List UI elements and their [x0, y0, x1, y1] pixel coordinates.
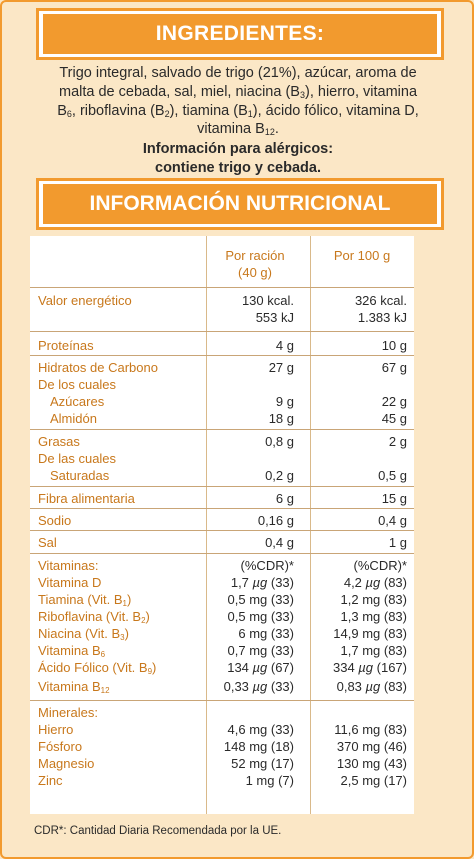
salt-100g: 1 g — [388, 535, 407, 550]
minerals-label: Minerales: — [38, 705, 98, 720]
sugars-portion: 9 g — [275, 394, 294, 409]
sodium-portion: 0,16 g — [257, 513, 294, 528]
saturated-100g: 0,5 g — [378, 468, 407, 483]
allergen-text: contiene trigo y cebada. — [155, 159, 321, 176]
protein-100g: 10 g — [381, 338, 407, 353]
row-divider — [30, 530, 414, 531]
vitamin-b12-100g: 0,83 µg (83) — [336, 679, 407, 694]
fat-portion: 0,8 g — [265, 434, 294, 449]
allergen-info: Información para alérgicos: contiene tri… — [28, 140, 448, 178]
fat-100g: 2 g — [388, 434, 407, 449]
carbs-label: Hidratos de Carbono — [38, 360, 158, 375]
energy-kcal-100g: 326 kcal. — [354, 293, 407, 308]
vitamin-d-label: Vitamina D — [38, 575, 102, 590]
row-divider — [30, 355, 414, 356]
magnesium-100g: 130 mg (43) — [336, 756, 407, 771]
row-divider — [30, 429, 414, 430]
riboflavin-portion: 0,5 mg (33) — [227, 609, 294, 624]
vitamin-b12-label: Vitamina B12 — [38, 679, 110, 695]
row-divider — [30, 486, 414, 487]
row-divider — [30, 287, 414, 288]
sodium-label: Sodio — [38, 513, 72, 528]
footnote: CDR*: Cantidad Diaria Recomendada por la… — [34, 825, 282, 837]
starch-label: Almidón — [50, 411, 97, 426]
saturated-portion: 0,2 g — [265, 468, 294, 483]
column-divider — [310, 236, 311, 814]
carbs-of-which-label: De los cuales — [38, 377, 117, 392]
energy-kj-portion: 553 kJ — [255, 310, 294, 325]
phosphorus-portion: 148 mg (18) — [223, 739, 294, 754]
row-divider — [30, 508, 414, 509]
protein-label: Proteínas — [38, 338, 94, 353]
energy-kcal-portion: 130 kcal. — [241, 293, 294, 308]
ingredients-text: Trigo integral, salvado de trigo (21%), … — [57, 65, 419, 138]
row-divider — [30, 553, 414, 554]
allergen-title: Información para alérgicos: — [142, 141, 334, 157]
thiamine-100g: 1,2 mg (83) — [340, 592, 407, 607]
ingredients-title: INGREDIENTES: — [43, 14, 437, 54]
zinc-portion: 1 mg (7) — [245, 773, 294, 788]
sugars-label: Azúcares — [50, 394, 105, 409]
niacin-portion: 6 mg (33) — [238, 626, 294, 641]
cdr-header-portion: (%CDR)* — [240, 558, 294, 573]
column-divider — [206, 236, 207, 814]
vitamin-b12-portion: 0,33 µg (33) — [223, 679, 294, 694]
sugars-100g: 22 g — [381, 394, 407, 409]
fat-of-which-label: De las cuales — [38, 451, 117, 466]
col2-header: Por 100 g — [333, 248, 391, 263]
carbs-100g: 67 g — [381, 360, 407, 375]
sodium-100g: 0,4 g — [378, 513, 407, 528]
saturated-label: Saturadas — [50, 468, 110, 483]
fiber-label: Fibra alimentaria — [38, 491, 135, 506]
protein-portion: 4 g — [275, 338, 294, 353]
thiamine-label: Tiamina (Vit. B1) — [38, 592, 132, 608]
vitamin-d-100g: 4,2 µg (83) — [343, 575, 407, 590]
energy-kj-100g: 1.383 kJ — [357, 310, 407, 325]
folic-acid-100g: 334 µg (167) — [332, 660, 407, 675]
folic-acid-portion: 134 µg (67) — [227, 660, 294, 675]
starch-portion: 18 g — [268, 411, 294, 426]
niacin-100g: 14,9 mg (83) — [333, 626, 407, 641]
magnesium-label: Magnesio — [38, 756, 95, 771]
iron-100g: 11,6 mg (83) — [334, 722, 407, 737]
riboflavin-label: Riboflavina (Vit. B2) — [38, 609, 150, 625]
iron-label: Hierro — [38, 722, 74, 737]
vitamin-d-portion: 1,7 µg (33) — [230, 575, 294, 590]
salt-portion: 0,4 g — [265, 535, 294, 550]
vitamins-label: Vitaminas: — [38, 558, 99, 573]
thiamine-portion: 0,5 mg (33) — [227, 592, 294, 607]
fiber-portion: 6 g — [275, 491, 294, 506]
iron-portion: 4,6 mg (33) — [227, 722, 294, 737]
carbs-portion: 27 g — [268, 360, 294, 375]
zinc-label: Zinc — [38, 773, 63, 788]
phosphorus-100g: 370 mg (46) — [336, 739, 407, 754]
fat-label: Grasas — [38, 434, 80, 449]
folic-acid-label: Ácido Fólico (Vit. B9) — [38, 660, 157, 676]
vitamin-b6-portion: 0,7 mg (33) — [227, 643, 294, 658]
cdr-header-100g: (%CDR)* — [353, 558, 407, 573]
phosphorus-label: Fósforo — [38, 739, 83, 754]
magnesium-portion: 52 mg (17) — [231, 756, 294, 771]
row-divider — [30, 700, 414, 701]
salt-label: Sal — [38, 535, 57, 550]
nutrition-table — [30, 236, 414, 814]
col1-header-portion: (40 g) — [238, 265, 272, 280]
col1-header: Por ración — [225, 248, 285, 263]
vitamin-b6-100g: 1,7 mg (83) — [340, 643, 407, 658]
zinc-100g: 2,5 mg (17) — [340, 773, 407, 788]
row-divider — [30, 331, 414, 332]
vitamin-b6-label: Vitamina B6 — [38, 643, 106, 659]
starch-100g: 45 g — [381, 411, 407, 426]
energy-label: Valor energético — [38, 293, 132, 308]
nutrition-title: INFORMACIÓN NUTRICIONAL — [43, 184, 437, 224]
niacin-label: Niacina (Vit. B3) — [38, 626, 129, 642]
fiber-100g: 15 g — [381, 491, 407, 506]
riboflavin-100g: 1,3 mg (83) — [340, 609, 407, 624]
